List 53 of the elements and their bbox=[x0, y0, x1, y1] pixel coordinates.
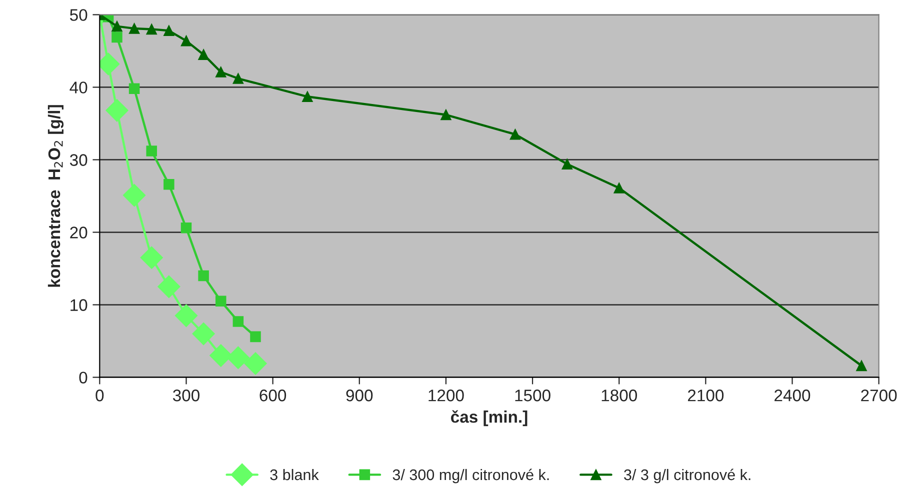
point bbox=[510, 128, 521, 140]
legend-label: 3/ 3 g/l citronové k. bbox=[624, 468, 750, 484]
point bbox=[614, 182, 624, 194]
point bbox=[112, 32, 122, 43]
point bbox=[250, 331, 261, 342]
point bbox=[302, 91, 313, 102]
point bbox=[232, 73, 244, 84]
x-tick-label: 2400 bbox=[774, 390, 810, 402]
point bbox=[128, 23, 140, 34]
x-tick-label: 300 bbox=[172, 390, 200, 402]
point bbox=[164, 25, 174, 36]
point bbox=[158, 275, 180, 298]
point bbox=[856, 360, 867, 372]
point bbox=[198, 49, 209, 60]
x-tick-label: 1800 bbox=[602, 390, 637, 402]
point bbox=[562, 158, 573, 170]
point bbox=[128, 83, 140, 94]
point bbox=[146, 146, 157, 156]
x-axis-title: čas [min.] bbox=[450, 410, 528, 426]
point bbox=[440, 109, 452, 120]
point bbox=[174, 304, 198, 327]
point bbox=[226, 346, 250, 370]
y-tick-label: 20 bbox=[70, 226, 88, 238]
y-tick-label: 0 bbox=[79, 372, 88, 384]
point bbox=[122, 184, 146, 207]
point bbox=[146, 24, 157, 35]
point bbox=[215, 66, 226, 78]
point bbox=[180, 222, 192, 234]
point bbox=[112, 20, 122, 32]
point bbox=[210, 344, 232, 367]
x-tick-label: 1500 bbox=[515, 390, 550, 402]
point bbox=[192, 322, 215, 346]
point bbox=[164, 179, 174, 190]
legend-label: 3 blank bbox=[270, 468, 319, 480]
point bbox=[215, 296, 226, 307]
x-tick-label: 0 bbox=[96, 390, 104, 402]
point bbox=[180, 35, 192, 46]
x-tick-label: 2100 bbox=[688, 390, 724, 402]
y-tick-label: 40 bbox=[70, 82, 88, 94]
point bbox=[140, 246, 163, 269]
x-tick-label: 2700 bbox=[861, 390, 897, 402]
y-tick-label: 50 bbox=[70, 9, 88, 21]
point bbox=[198, 270, 209, 282]
x-tick-label: 900 bbox=[346, 390, 373, 402]
point bbox=[244, 352, 267, 375]
point bbox=[232, 316, 244, 327]
x-tick-label: 600 bbox=[260, 390, 286, 402]
y-tick-label: 30 bbox=[70, 154, 88, 166]
point bbox=[106, 99, 128, 122]
x-tick-label: 1200 bbox=[428, 390, 464, 402]
legend-label: 3/ 300 mg/l citronové k. bbox=[392, 468, 549, 484]
y-tick-label: 10 bbox=[70, 299, 88, 311]
y-axis-title: koncentrace H$_{2}$O$_{2}$ [g/l] bbox=[48, 105, 64, 287]
